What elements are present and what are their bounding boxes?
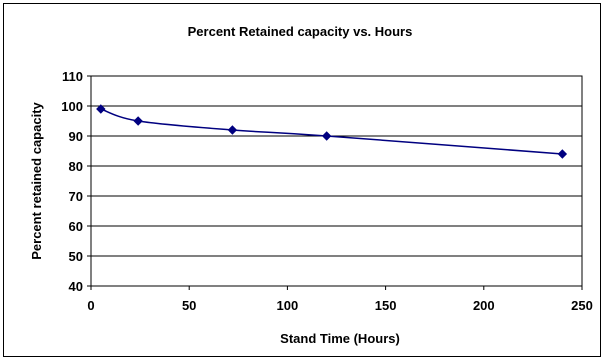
- y-tick-label: 110: [62, 69, 83, 84]
- y-tick-label: 60: [69, 219, 83, 234]
- data-point-marker: [133, 116, 143, 126]
- x-tick-label: 0: [87, 298, 94, 313]
- plot-area: 40 50 60 70 80 90 100 110 0 50 100 150 200 250: [61, 69, 593, 313]
- y-tick-label: 100: [61, 99, 83, 114]
- y-tick-label: 50: [69, 249, 83, 264]
- y-tick-label: 90: [69, 129, 83, 144]
- data-point-marker: [557, 149, 568, 159]
- x-tick-label: 250: [571, 298, 593, 313]
- chart-title: Percent Retained capacity vs. Hours: [188, 24, 413, 39]
- x-tick-label: 50: [182, 298, 196, 313]
- data-point-marker: [96, 104, 106, 114]
- y-tick-label: 40: [69, 279, 83, 294]
- y-tick-label: 80: [69, 159, 83, 174]
- x-tick-label: 200: [473, 298, 495, 313]
- y-tick-label: 70: [69, 189, 83, 204]
- plot-border: [90, 75, 583, 287]
- data-point-marker: [321, 131, 332, 141]
- y-axis-label: Percent retained capacity: [29, 101, 44, 259]
- chart-frame: [3, 3, 601, 357]
- data-point-marker: [227, 125, 238, 135]
- x-tick-label: 100: [277, 298, 299, 313]
- x-tick-label: 150: [375, 298, 397, 313]
- series-line: [100, 108, 563, 155]
- x-axis-label: Stand Time (Hours): [280, 331, 400, 346]
